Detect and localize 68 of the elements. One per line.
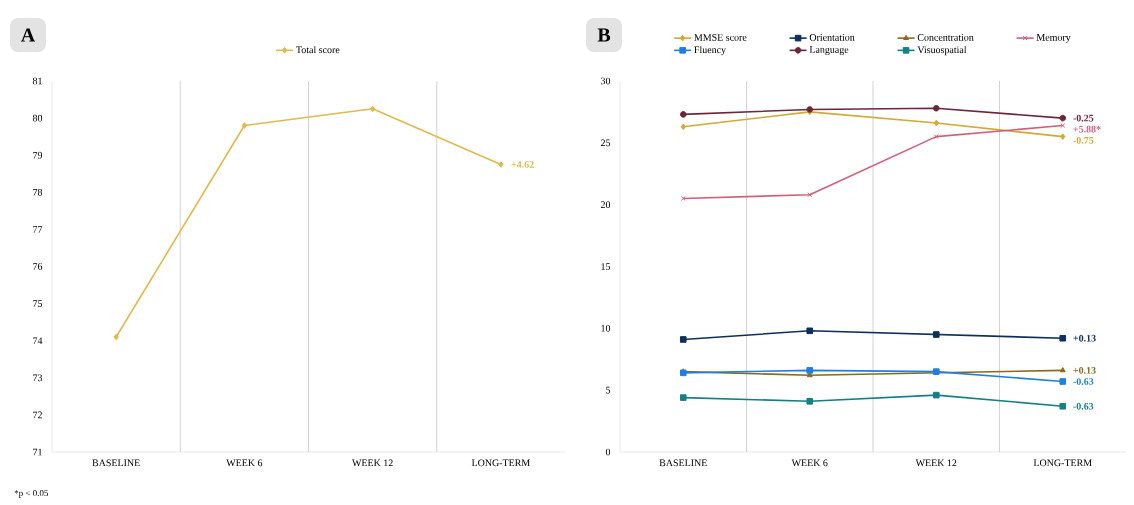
x-tick-label: LONG-TERM [471,459,530,467]
annotation: -0.63 [1073,378,1094,385]
x-tick-label: WEEK 6 [226,459,263,467]
point [932,331,940,338]
annotation: -0.63 [1073,402,1094,410]
point [679,111,687,118]
x-tick-label: WEEK 12 [352,459,393,467]
x-tick-label: BASELINE [92,459,140,467]
point [806,367,814,374]
point [680,123,686,131]
text: *p < 0.05 [14,490,49,498]
point [241,122,247,129]
y-tick-label: 81 [32,77,42,85]
point [932,104,940,112]
annotation: +0.13 [1073,367,1096,374]
legend-label: Orientation [809,34,855,41]
x-tick-label: WEEK 6 [791,459,828,467]
y-tick-label: 71 [33,448,42,456]
y-tick-label: 0 [605,448,611,456]
point [806,398,814,405]
legend-label: MMSE score [694,34,747,41]
point [933,119,939,127]
legend-label: Visuospatial [917,46,967,56]
point [1060,133,1066,140]
annotation: +4.62 [511,161,534,168]
point [1059,378,1067,385]
y-tick-label: 25 [600,139,611,147]
y-tick-label: 10 [601,324,611,332]
point [933,134,939,140]
point [1059,114,1067,122]
legend-label: Concentration [917,34,974,41]
y-tick-label: 5 [606,386,611,394]
x-tick-label: LONG-TERM [1033,459,1092,467]
point [1059,334,1067,342]
y-tick-label: 72 [33,411,42,419]
point [1059,367,1066,373]
point [679,336,687,343]
y-tick-label: 20 [600,201,611,209]
annotation: +5.88* [1073,125,1101,133]
point [498,161,504,168]
legend-label: Fluency [694,46,727,56]
point [806,327,814,335]
legend-label: Total score [296,46,340,54]
chart-title: A [20,28,36,42]
y-tick-label: 15 [601,263,611,270]
legend-label: Memory [1036,34,1071,43]
legend-label: Language [809,46,849,56]
y-tick-label: 74 [33,337,43,344]
point [807,192,813,198]
annotation: -0.25 [1073,114,1094,122]
y-tick-label: 77 [33,226,43,233]
y-tick-label: 76 [33,263,43,270]
point [679,394,687,401]
y-tick-label: 73 [33,374,43,382]
y-tick-label: 79 [33,151,43,159]
y-tick-label: 75 [33,300,43,307]
point [932,391,940,399]
y-tick-label: 30 [601,77,611,85]
point [1059,402,1067,410]
annotation: +0.13 [1073,334,1096,342]
y-tick-label: 80 [32,114,43,122]
point [113,333,119,341]
annotation: -0.75 [1073,136,1094,144]
y-tick-label: 78 [33,188,43,196]
chart-title: B [597,28,611,42]
x-tick-label: BASELINE [659,459,707,467]
x-tick-label: WEEK 12 [915,459,957,467]
point [370,105,376,113]
